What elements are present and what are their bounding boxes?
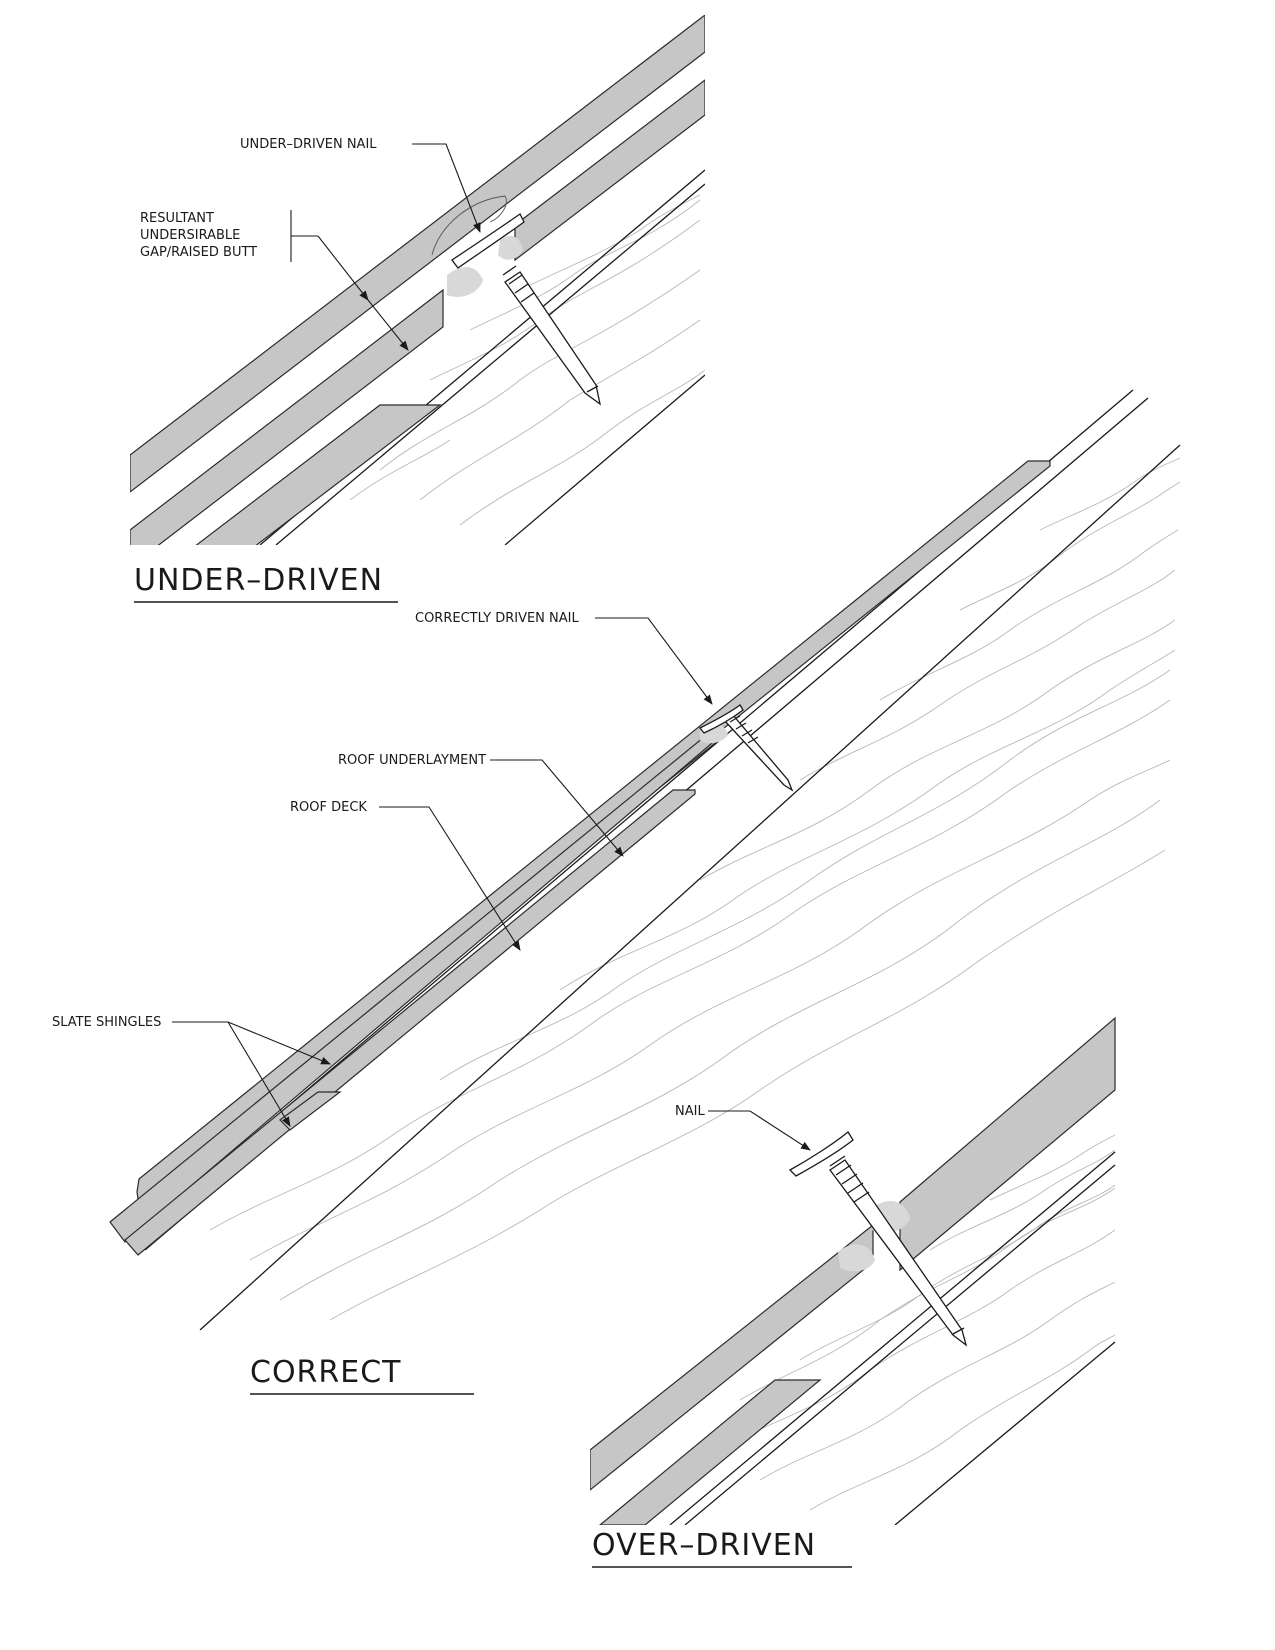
slate-shingle: [124, 789, 696, 1256]
over-driven-nail-leader: [708, 1110, 811, 1151]
gap-label-line-3: GAP/RAISED BUTT: [140, 245, 257, 260]
over-driven-title: OVER–DRIVEN: [592, 1528, 816, 1563]
correct-panel: CORRECTLY DRIVEN NAIL ROOF UNDERLAYMENT …: [52, 389, 1181, 1395]
roof-deck-grain: [209, 457, 1181, 1321]
over-driven-section: [590, 1016, 1116, 1525]
roof-deck-grain: [349, 194, 705, 526]
roof-deck-label: ROOF DECK: [290, 800, 367, 815]
slate-shingles-leader-bottom: [227, 1021, 291, 1127]
over-driven-panel: NAIL OVER–DRIVEN: [590, 1016, 1116, 1568]
slate-shingle: [109, 726, 719, 1243]
gap-leader-bottom: [367, 299, 409, 351]
gap-label-line-1: RESULTANT: [140, 211, 214, 226]
slate-shingle: [130, 15, 705, 493]
roof-underlayment-leader: [490, 759, 624, 857]
under-driven-nail-leader: [412, 143, 481, 233]
over-driven-nail-label: NAIL: [675, 1104, 705, 1119]
over-driven-nail: [788, 1131, 968, 1347]
under-driven-nail-label: UNDER–DRIVEN NAIL: [240, 137, 377, 152]
slate-shingle: [195, 404, 442, 545]
correct-title: CORRECT: [250, 1355, 401, 1390]
slate-shingle: [899, 1016, 1116, 1272]
roof-deck-edge: [199, 444, 1181, 1331]
correct-nail-leader: [595, 617, 713, 705]
slate-shingle: [599, 1379, 822, 1525]
correctly-driven-nail: [698, 704, 794, 792]
under-driven-section: [130, 15, 705, 545]
slate-shingles-label: SLATE SHINGLES: [52, 1015, 161, 1030]
under-driven-nail: [451, 213, 601, 406]
roof-deck-grain: [719, 1134, 1116, 1511]
gap-leader-top: [317, 235, 369, 301]
roof-deck-leader: [379, 806, 521, 951]
slate-shingles-leader-top: [227, 1021, 331, 1065]
correct-nail-label: CORRECTLY DRIVEN NAIL: [415, 611, 579, 626]
under-driven-panel: UNDER–DRIVEN NAIL RESULTANT UNDERSIRABLE…: [130, 15, 705, 603]
roof-underlayment-label: ROOF UNDERLAYMENT: [338, 753, 486, 768]
gap-bracket: [290, 210, 318, 262]
gap-label-line-2: UNDERSIRABLE: [140, 228, 240, 243]
slate-shingle: [130, 288, 444, 545]
under-driven-title: UNDER–DRIVEN: [134, 563, 383, 598]
